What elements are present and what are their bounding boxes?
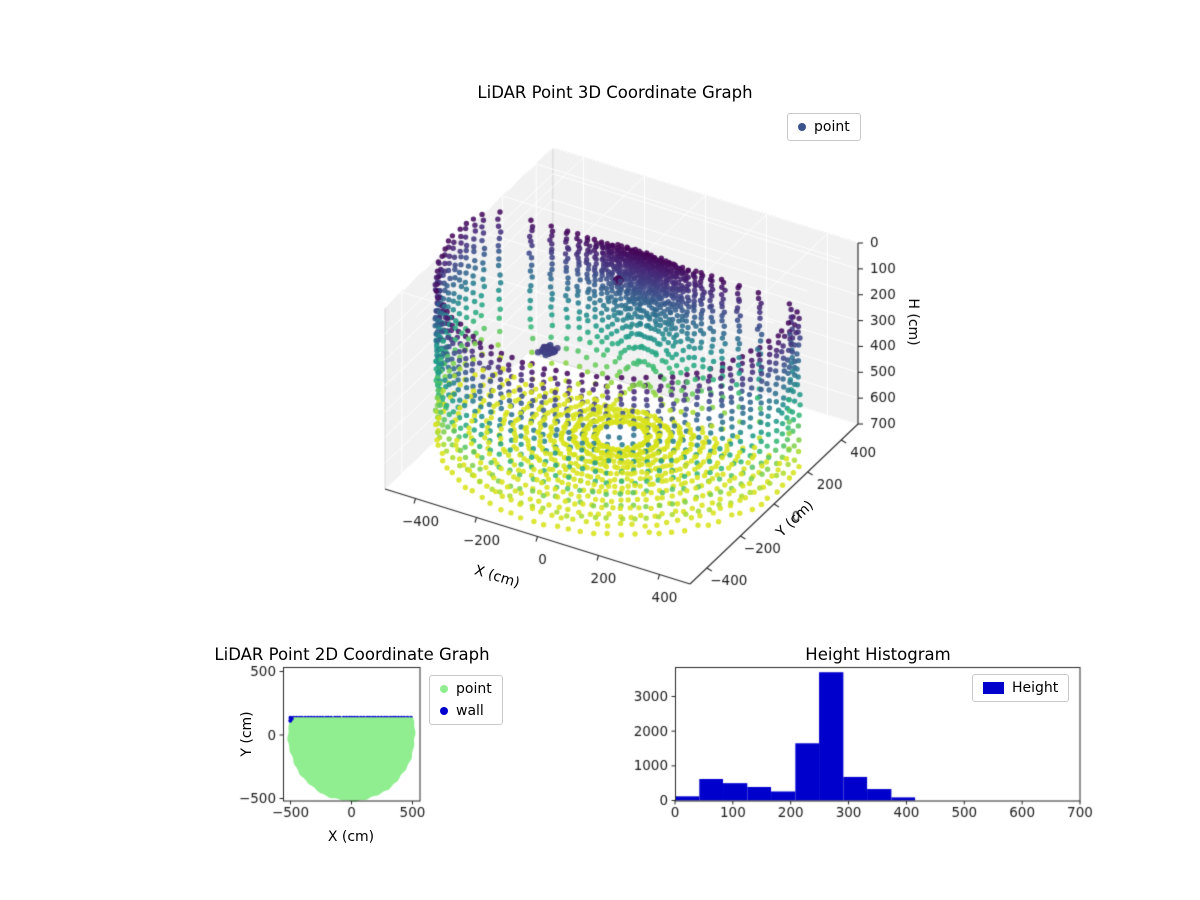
histogram-legend-label: Height — [1012, 680, 1059, 696]
plot2d-title: LiDAR Point 2D Coordinate Graph — [214, 644, 490, 664]
plot2d-legend: point wall — [429, 675, 503, 726]
wall-marker-icon — [440, 707, 448, 716]
plot3d-legend-label: point — [814, 119, 850, 135]
plot2d-legend-wall-label: wall — [456, 703, 484, 720]
point-marker-icon — [798, 123, 806, 132]
plot3d-legend-item-point: point — [798, 118, 850, 136]
plot2d-yaxis-label: Y (cm) — [239, 711, 255, 757]
plot3d-haxis-label: H (cm) — [905, 298, 921, 346]
histogram-title: Height Histogram — [805, 644, 951, 664]
plot2d-legend-point-label: point — [456, 681, 492, 697]
plot3d-legend: point — [787, 113, 861, 142]
histogram-legend: Height — [972, 674, 1070, 703]
plot2d-legend-item-wall: wall — [440, 702, 492, 720]
plot2d-xaxis-label: X (cm) — [327, 829, 375, 845]
plot3d-title: LiDAR Point 3D Coordinate Graph — [477, 82, 753, 102]
point-marker-icon — [440, 685, 448, 694]
height-bar-swatch-icon — [983, 682, 1004, 695]
plot2d-legend-item-point: point — [440, 680, 492, 698]
histogram-legend-item-height: Height — [983, 679, 1058, 697]
